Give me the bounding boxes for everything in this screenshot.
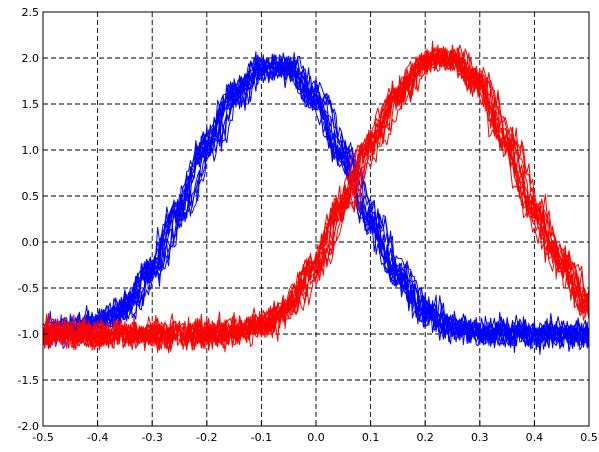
plot-frame xyxy=(42,11,590,427)
x-tick-label: -0.3 xyxy=(141,431,162,444)
y-tick-labels: -2.0 -1.5 -1.0 -0.5 0.0 0.5 1.0 1.5 2.0 2.5 xyxy=(18,6,39,433)
x-tick-labels: -0.5 -0.4 -0.3 -0.2 -0.1 0.0 0.1 0.2 0.3 0.4 0.5 xyxy=(32,431,597,444)
y-tick-label: 2.5 xyxy=(22,6,40,19)
y-tick-label: 1.0 xyxy=(22,144,40,157)
x-tick-label: 0.1 xyxy=(362,431,380,444)
y-tick-label: 0.5 xyxy=(22,190,40,203)
x-tick-label: 0.0 xyxy=(307,431,325,444)
series-2 xyxy=(42,40,590,354)
x-tick-label: 0.3 xyxy=(471,431,489,444)
y-tick-label: 1.5 xyxy=(22,98,40,111)
series-2-trace xyxy=(42,47,590,350)
x-tick-label: 0.5 xyxy=(580,431,598,444)
grid-lines xyxy=(43,12,589,426)
series-1-trace xyxy=(42,57,590,347)
x-tick-label: 0.4 xyxy=(526,431,544,444)
series-layer xyxy=(42,40,590,355)
x-tick-label: -0.5 xyxy=(32,431,53,444)
series-1-trace xyxy=(42,56,590,345)
x-tick-label: 0.2 xyxy=(416,431,434,444)
y-tick-label: 0.0 xyxy=(22,236,40,249)
series-2-trace xyxy=(42,44,590,352)
y-tick-label: -2.0 xyxy=(18,420,39,433)
y-tick-label: -1.0 xyxy=(18,328,39,341)
series-1 xyxy=(42,51,590,355)
x-tick-label: -0.1 xyxy=(251,431,272,444)
series-1-trace xyxy=(42,55,590,348)
x-tick-label: -0.2 xyxy=(196,431,217,444)
y-tick-label: -1.5 xyxy=(18,374,39,387)
series-2-trace xyxy=(42,44,590,351)
y-tick-label: 2.0 xyxy=(22,52,40,65)
x-tick-label: -0.4 xyxy=(87,431,108,444)
y-tick-label: -0.5 xyxy=(18,282,39,295)
tick-marks xyxy=(42,11,590,427)
